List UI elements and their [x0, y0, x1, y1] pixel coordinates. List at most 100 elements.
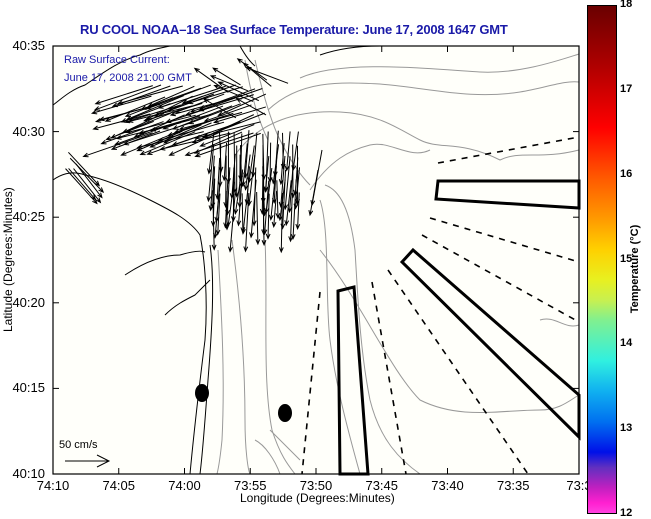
current-vector: [308, 169, 319, 217]
current-vector: [120, 132, 176, 156]
current-vector: [245, 66, 289, 84]
x-tick-label: 73:40: [431, 478, 464, 493]
current-vector: [291, 131, 299, 172]
current-vector: [187, 103, 242, 125]
current-vector: [288, 192, 294, 243]
scale-label: 50 cm/s: [59, 439, 98, 451]
current-vector: [249, 179, 257, 239]
y-axis-label: Latitude (Degrees:Minutes): [1, 187, 15, 332]
current-vector: [100, 121, 164, 145]
colorbar-tick-label: 14: [620, 337, 633, 350]
current-vector: [284, 131, 291, 172]
current-vector: [255, 191, 261, 246]
current-vector: [166, 112, 234, 137]
current-vector: [126, 114, 196, 134]
colorbar-label: Temperature (°C): [629, 224, 641, 314]
current-vector: [198, 88, 263, 112]
current-vector: [94, 85, 153, 105]
current-vector: [206, 143, 215, 203]
current-vector: [278, 192, 284, 254]
current-vector: [284, 180, 292, 227]
current-vector: [271, 190, 278, 228]
overlay-line-2: June 17, 2008 21:00 GMT: [64, 72, 192, 84]
current-vector: [184, 132, 254, 157]
current-vector: [193, 67, 229, 93]
current-vector: [73, 168, 102, 204]
current-vector: [247, 145, 255, 184]
current-vector: [209, 75, 249, 92]
dashed-transects: [301, 136, 580, 475]
current-vector: [236, 169, 244, 227]
current-vector: [213, 179, 221, 239]
current-vector: [157, 85, 226, 109]
x-axis-label: Longitude (Degrees:Minutes): [240, 491, 395, 505]
x-tick-label: 74:10: [36, 478, 70, 493]
coastline: [52, 45, 381, 475]
current-vector: [241, 143, 248, 188]
colorbar-tick-label: 18: [620, 0, 633, 10]
axis-ticks: [53, 46, 579, 474]
current-vector: [290, 179, 297, 241]
current-vector: [125, 95, 184, 120]
current-vector: [162, 105, 224, 130]
x-tick-label: 73:55: [233, 478, 267, 493]
current-vector: [233, 178, 242, 215]
current-vector: [117, 85, 183, 105]
current-vector: [157, 121, 225, 142]
temperature-colorbar: [587, 5, 617, 514]
current-vector: [226, 181, 235, 228]
bathymetry-contours: [216, 53, 580, 475]
current-vector: [215, 193, 221, 236]
buoy-marker: [278, 404, 292, 422]
buoy-marker: [195, 384, 209, 402]
current-vector: [247, 155, 256, 207]
current-vector: [202, 98, 237, 119]
current-vector: [263, 156, 270, 193]
current-vector: [235, 97, 267, 116]
current-vector: [295, 192, 301, 231]
current-vector: [184, 94, 254, 116]
current-vector: [104, 96, 166, 122]
current-vector: [265, 193, 271, 240]
colorbar-tick-label: 12: [620, 507, 633, 519]
current-vector: [243, 154, 251, 191]
y-tick-label: 40:30: [12, 123, 45, 139]
surface-current-vectors: [65, 58, 323, 254]
current-vector: [275, 180, 281, 220]
current-vector: [268, 166, 277, 221]
x-tick-label: 73:3: [566, 478, 592, 493]
y-tick-label: 40:25: [12, 209, 45, 225]
current-vector: [65, 168, 98, 205]
x-tick-label: 73:50: [299, 478, 333, 493]
colorbar-tick-label: 13: [620, 422, 633, 435]
current-vector: [212, 67, 241, 86]
x-tick-label: 74:00: [168, 478, 201, 493]
current-vector: [194, 132, 261, 158]
colorbar-tick-label: 17: [620, 82, 633, 95]
y-tick-label: 40:20: [12, 294, 45, 310]
scale-arrow-icon: [65, 454, 111, 468]
current-vector: [199, 124, 255, 147]
x-tick-label: 74:05: [102, 478, 136, 493]
current-vector: [207, 132, 215, 175]
current-vector: [211, 190, 217, 251]
current-vector: [226, 131, 231, 185]
current-vector: [111, 85, 171, 108]
current-vector: [69, 157, 105, 194]
colorbar-tick-label: 16: [620, 167, 633, 180]
current-vector: [90, 95, 152, 115]
overlay-line-1: Raw Surface Current:: [64, 54, 170, 66]
x-tick-label: 73:45: [365, 478, 399, 493]
y-tick-label: 40:35: [12, 38, 45, 53]
colorbar-tick-label: 15: [620, 252, 633, 265]
y-tick-label: 40:15: [12, 380, 45, 396]
current-vector: [93, 84, 162, 111]
current-vector: [261, 191, 267, 247]
current-vector: [283, 156, 291, 211]
current-vector: [262, 180, 270, 236]
current-vector: [145, 84, 211, 110]
y-tick-label: 40:10: [12, 466, 45, 481]
current-vector: [194, 121, 261, 140]
current-vector: [250, 132, 258, 178]
